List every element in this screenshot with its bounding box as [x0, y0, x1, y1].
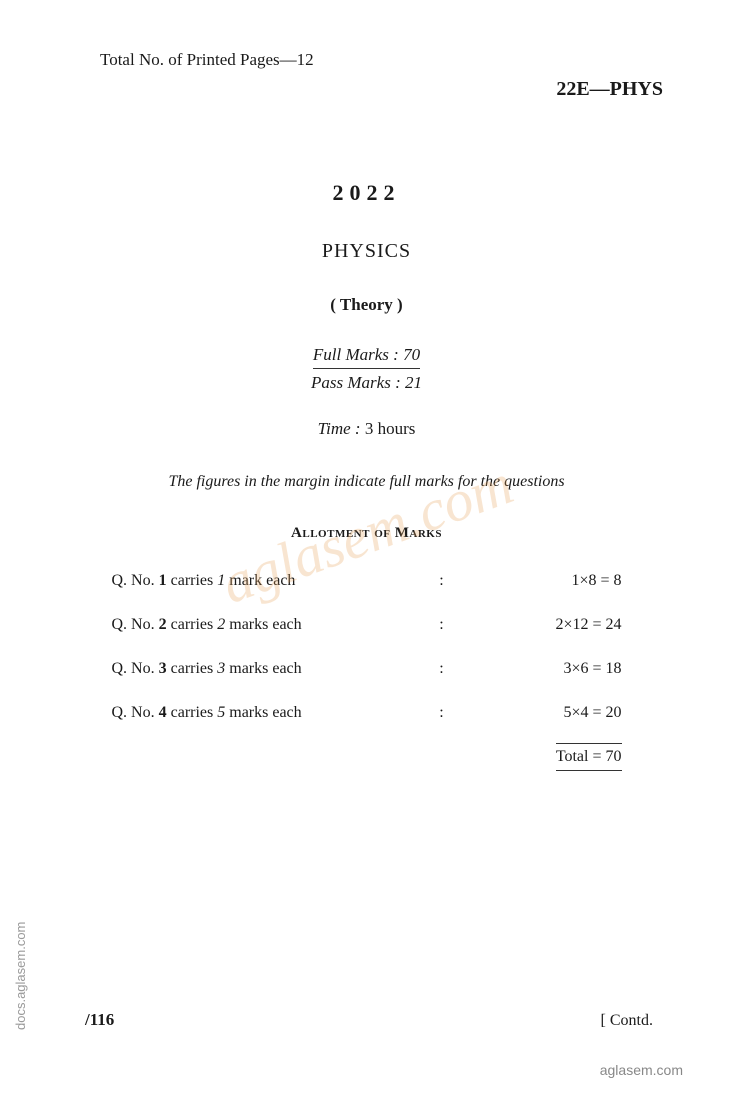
table-row: Q. No. 4 carries 5 marks each : 5×4 = 20	[112, 704, 622, 722]
watermark-side: docs.aglasem.com	[13, 922, 28, 1030]
table-row: Q. No. 2 carries 2 marks each : 2×12 = 2…	[112, 616, 622, 634]
paper-code: 22E—PHYS	[556, 78, 663, 101]
pages-count: Total No. of Printed Pages—12	[100, 50, 673, 70]
instruction-text: The figures in the margin indicate full …	[60, 473, 673, 491]
table-row: Q. No. 1 carries 1 mark each : 1×8 = 8	[112, 572, 622, 590]
subject-title: PHYSICS	[60, 240, 673, 263]
footer-page-ref: /116	[85, 1010, 114, 1030]
allotment-header: Allotment of Marks	[60, 525, 673, 542]
time-label: Time :	[318, 419, 361, 438]
table-row: Q. No. 3 carries 3 marks each : 3×6 = 18	[112, 660, 622, 678]
pass-marks: Pass Marks : 21	[311, 373, 422, 393]
footer-contd: [ Contd.	[601, 1012, 653, 1030]
total-value: Total = 70	[556, 743, 622, 771]
time-value: 3 hours	[361, 419, 416, 438]
allotment-table: Q. No. 1 carries 1 mark each : 1×8 = 8 Q…	[112, 572, 622, 771]
year: 2022	[60, 180, 673, 206]
marks-block: Full Marks : 70 Pass Marks : 21	[60, 345, 673, 393]
total-row: Total = 70	[112, 748, 622, 771]
watermark-bottom: aglasem.com	[600, 1062, 683, 1078]
theory-label: ( Theory )	[60, 295, 673, 315]
full-marks: Full Marks : 70	[313, 345, 420, 369]
time-block: Time : 3 hours	[60, 419, 673, 439]
